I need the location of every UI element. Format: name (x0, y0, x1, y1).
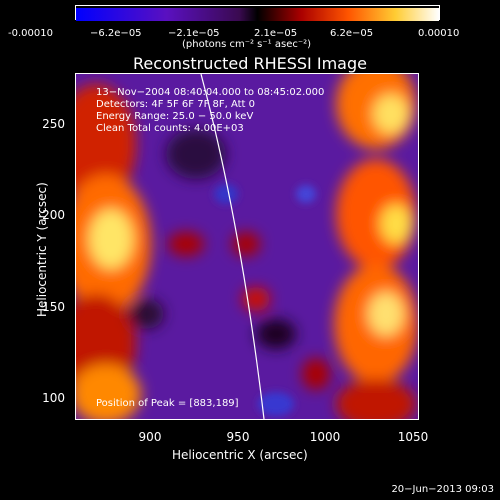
colorbar-tick: -0.00010 (8, 28, 53, 39)
x-tick-label: 1050 (397, 430, 429, 444)
annotation-clean: Clean Total counts: 4.00E+03 (96, 123, 244, 134)
x-tick-label: 1000 (309, 430, 341, 444)
colorbar-tick: 2.1e−05 (254, 28, 298, 39)
y-tick-label: 200 (42, 208, 65, 222)
y-axis-label: Heliocentric Y (arcsec) (35, 182, 49, 317)
colorbar-tick: 6.2e−05 (330, 28, 374, 39)
colorbar-unit: (photons cm⁻² s⁻¹ asec⁻²) (182, 39, 312, 50)
annotation-energy: Energy Range: 25.0 − 50.0 keV (96, 111, 254, 122)
x-tick-label: 950 (226, 430, 250, 444)
heatmap-image (76, 74, 418, 419)
colorbar-tick: −6.2e−05 (90, 28, 142, 39)
annotation-detectors: Detectors: 4F 5F 6F 7F 8F, Att 0 (96, 99, 256, 110)
colorbar-tick: 0.00010 (418, 28, 460, 39)
y-tick-label: 100 (42, 391, 65, 405)
annotation-peak: Position of Peak = [883,189] (96, 398, 239, 409)
y-tick-label: 150 (42, 300, 65, 314)
solar-limb-line (200, 74, 265, 419)
annotation-time: 13−Nov−2004 08:40:04.000 to 08:45:02.000 (96, 87, 325, 98)
image-title: Reconstructed RHESSI Image (133, 54, 367, 73)
colorbar (75, 5, 440, 21)
rhessi-image: 13−Nov−2004 08:40:04.000 to 08:45:02.000… (75, 73, 419, 420)
y-tick-label: 250 (42, 117, 65, 131)
x-axis-label: Heliocentric X (arcsec) (172, 448, 308, 462)
colorbar-tick: −2.1e−05 (168, 28, 220, 39)
x-tick-label: 900 (138, 430, 162, 444)
colorbar-gradient (76, 8, 439, 21)
timestamp: 20−Jun−2013 09:03 (391, 484, 494, 495)
